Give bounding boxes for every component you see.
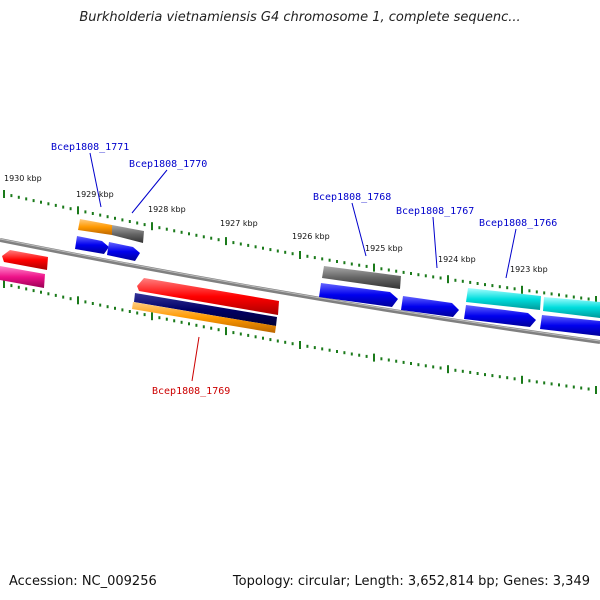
lower-tick-row <box>3 280 597 394</box>
gene-red-left[interactable] <box>2 250 48 270</box>
gene-label-bcep1808-1767[interactable]: Bcep1808_1767 <box>396 206 474 217</box>
gene-bcep1808-1768[interactable] <box>322 266 401 289</box>
upper-tick-row <box>3 190 597 304</box>
gene-blue-1767[interactable] <box>401 296 459 317</box>
gene-bcep1808-1769[interactable] <box>132 278 279 333</box>
kbp-label-1926: 1926 kbp <box>292 232 330 241</box>
gene-label-bcep1808-1771[interactable]: Bcep1808_1771 <box>51 142 129 153</box>
gene-bcep1808-1770-gray[interactable] <box>112 225 144 243</box>
kbp-label-1928: 1928 kbp <box>148 205 186 214</box>
gene-blue-1766[interactable] <box>464 305 536 327</box>
gene-label-bcep1808-1769[interactable]: Bcep1808_1769 <box>152 386 230 397</box>
chromosome-backbone <box>0 238 600 344</box>
gene-blue-1768[interactable] <box>319 283 398 307</box>
kbp-label-1925: 1925 kbp <box>365 244 403 253</box>
gene-magenta-left[interactable] <box>0 266 45 288</box>
map-title: Burkholderia vietnamiensis G4 chromosome… <box>79 10 521 25</box>
leader-line-1768 <box>351 202 367 257</box>
gene-label-bcep1808-1768[interactable]: Bcep1808_1768 <box>313 192 391 203</box>
leader-line-1770 <box>131 169 168 214</box>
gene-blue-1770[interactable] <box>107 242 140 261</box>
gene-blue-right[interactable] <box>540 315 600 336</box>
gene-blue-1771[interactable] <box>75 236 109 254</box>
kbp-label-1924: 1924 kbp <box>438 255 476 264</box>
gene-label-bcep1808-1766[interactable]: Bcep1808_1766 <box>479 218 557 229</box>
genome-summary-label: Topology: circular; Length: 3,652,814 bp… <box>232 574 590 589</box>
leader-line-1766 <box>505 228 517 279</box>
gene-bcep1808-1771[interactable] <box>78 219 112 235</box>
gene-label-bcep1808-1770[interactable]: Bcep1808_1770 <box>129 159 207 170</box>
chromosome-backbone-highlight <box>0 238 600 342</box>
leader-line-1771 <box>89 152 102 208</box>
gene-cyan-b[interactable] <box>543 297 600 318</box>
kbp-label-1927: 1927 kbp <box>220 219 258 228</box>
accession-label: Accession: NC_009256 <box>9 574 157 589</box>
kbp-label-1923: 1923 kbp <box>510 265 548 274</box>
kbp-label-1929: 1929 kbp <box>76 190 114 199</box>
kbp-label-1930: 1930 kbp <box>4 174 42 183</box>
leader-line-1767 <box>432 216 438 269</box>
leader-line-1769 <box>191 336 200 382</box>
gene-bcep1808-1766-cyan-a[interactable] <box>466 288 541 310</box>
